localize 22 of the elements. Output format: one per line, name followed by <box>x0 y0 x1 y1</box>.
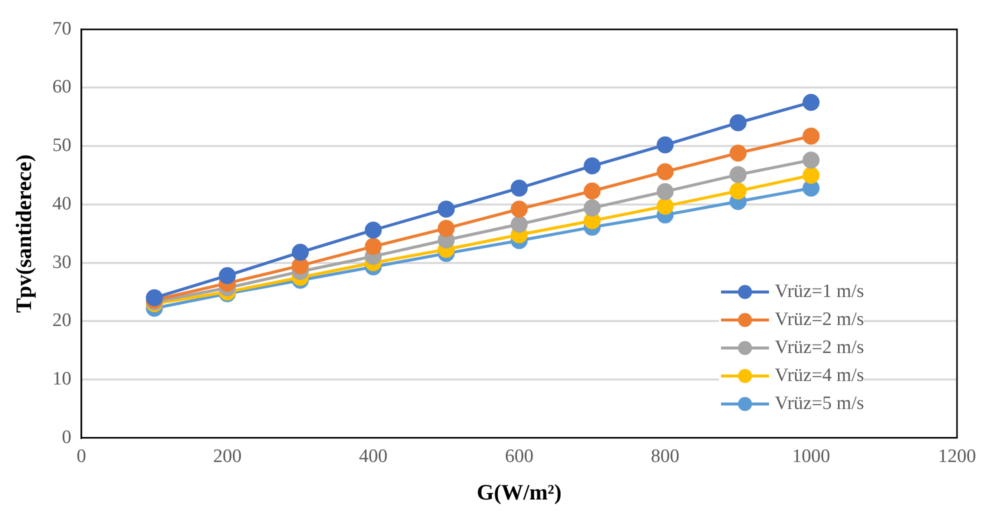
x-axis-title: G(W/m²) <box>476 479 562 504</box>
x-tick-label: 600 <box>504 446 534 468</box>
y-axis-title: Tpv(santiderece) <box>10 154 36 313</box>
y-tick-label: 10 <box>52 368 72 390</box>
y-tick-label: 70 <box>52 18 72 40</box>
legend-label: Vrüz=1 m/s <box>774 281 864 303</box>
x-tick-label: 1000 <box>792 446 830 468</box>
x-tick-label: 800 <box>650 446 680 468</box>
y-tick-label: 30 <box>52 252 72 273</box>
y-tick-label: 40 <box>52 193 72 214</box>
x-tick-label: 0 <box>76 446 86 468</box>
y-tick-label: 60 <box>52 76 72 98</box>
y-tick-label: 20 <box>52 310 72 332</box>
legend-label: Vrüz=2 m/s <box>774 337 864 359</box>
x-tick-label: 1200 <box>938 446 976 468</box>
x-tick-label: 200 <box>213 446 242 468</box>
legend-label: Vrüz=2 m/s <box>774 309 864 331</box>
legend-label: Vrüz=4 m/s <box>774 365 864 387</box>
y-tick-label: 50 <box>52 135 72 156</box>
x-tick-label: 400 <box>359 446 388 468</box>
legend-label: Vrüz=5 m/s <box>774 393 864 415</box>
y-tick-label: 0 <box>62 426 72 448</box>
